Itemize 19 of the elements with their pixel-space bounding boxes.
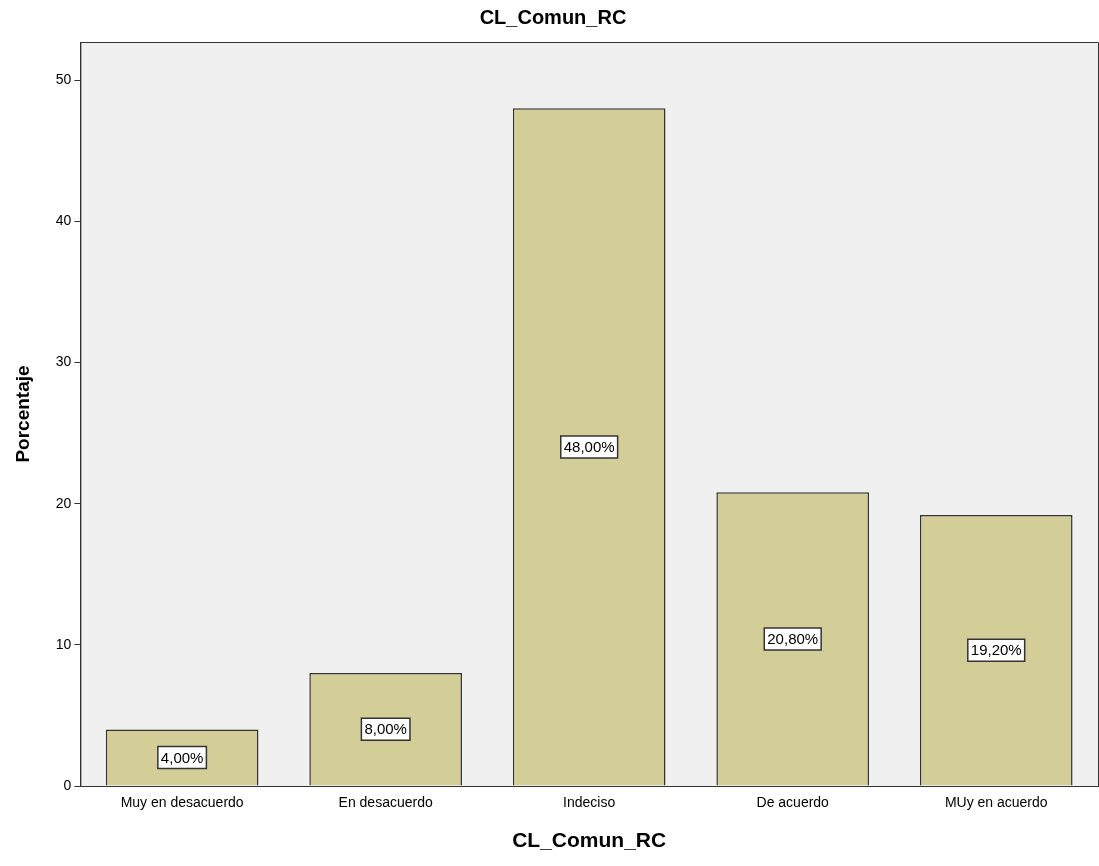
- x-tick-label: MUy en acuerdo: [944, 794, 1048, 811]
- x-tick-label: En desacuerdo: [338, 794, 433, 811]
- data-label: 48,00%: [563, 438, 615, 456]
- y-tick-label: 0: [63, 776, 72, 793]
- y-tick-label: 10: [55, 635, 72, 652]
- x-tick-label: Muy en desacuerdo: [120, 794, 244, 811]
- data-label: 19,20%: [970, 641, 1022, 659]
- chart-title: CL_Comun_RC: [479, 5, 627, 28]
- x-axis-title: CL_Comun_RC: [512, 828, 667, 852]
- y-axis-title: Porcentaje: [11, 365, 33, 463]
- data-label: 20,80%: [767, 630, 819, 648]
- y-tick-label: 20: [55, 494, 72, 511]
- y-tick-label: 40: [55, 212, 72, 229]
- data-label: 4,00%: [160, 748, 204, 766]
- data-label: 8,00%: [364, 720, 407, 738]
- x-tick-label: Indeciso: [563, 794, 616, 811]
- y-tick-label: 50: [55, 70, 72, 87]
- y-tick-label: 30: [55, 353, 72, 370]
- x-tick-label: De acuerdo: [756, 794, 830, 811]
